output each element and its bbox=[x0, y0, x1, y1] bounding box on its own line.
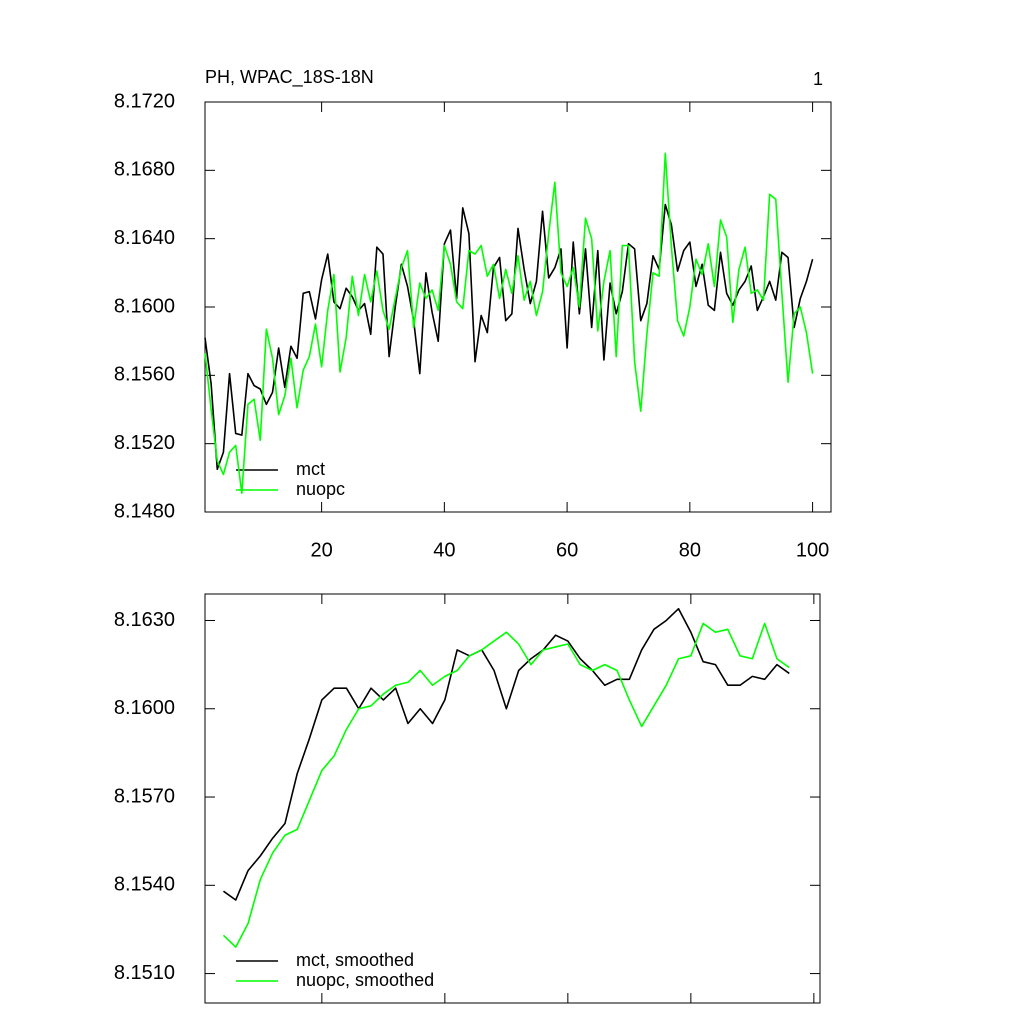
y-tick-label: 8.1720 bbox=[114, 90, 175, 112]
legend-label: mct bbox=[296, 459, 325, 479]
plot-frame bbox=[204, 101, 832, 513]
data-line bbox=[204, 203, 814, 471]
chart-title: PH, WPAC_18S-18N bbox=[205, 67, 374, 88]
y-tick-label: 8.1560 bbox=[114, 364, 175, 386]
legend-label: nuopc, smoothed bbox=[296, 970, 434, 990]
y-tick-label: 8.1540 bbox=[114, 874, 175, 896]
y-tick-label: 8.1680 bbox=[114, 159, 175, 181]
x-tick-label: 100 bbox=[796, 539, 829, 561]
y-tick-label: 8.1600 bbox=[114, 295, 175, 317]
y-tick-label: 8.1600 bbox=[114, 697, 175, 719]
y-tick-label: 8.1480 bbox=[114, 500, 175, 522]
x-tick-label: 60 bbox=[556, 539, 578, 561]
data-line bbox=[222, 622, 790, 948]
y-tick-label: 8.1510 bbox=[114, 962, 175, 984]
legend-label: mct, smoothed bbox=[296, 950, 414, 970]
y-tick-label: 8.1630 bbox=[114, 609, 175, 631]
legend-label: nuopc bbox=[296, 479, 345, 499]
right-title: 1 bbox=[813, 69, 823, 89]
x-tick-label: 20 bbox=[310, 539, 332, 561]
data-line bbox=[222, 607, 790, 901]
y-tick-label: 8.1570 bbox=[114, 785, 175, 807]
data-line bbox=[204, 152, 814, 495]
y-tick-label: 8.1520 bbox=[114, 432, 175, 454]
x-tick-label: 80 bbox=[679, 539, 701, 561]
x-tick-label: 40 bbox=[433, 539, 455, 561]
y-tick-label: 8.1640 bbox=[114, 227, 175, 249]
plot-frame bbox=[204, 593, 821, 1004]
